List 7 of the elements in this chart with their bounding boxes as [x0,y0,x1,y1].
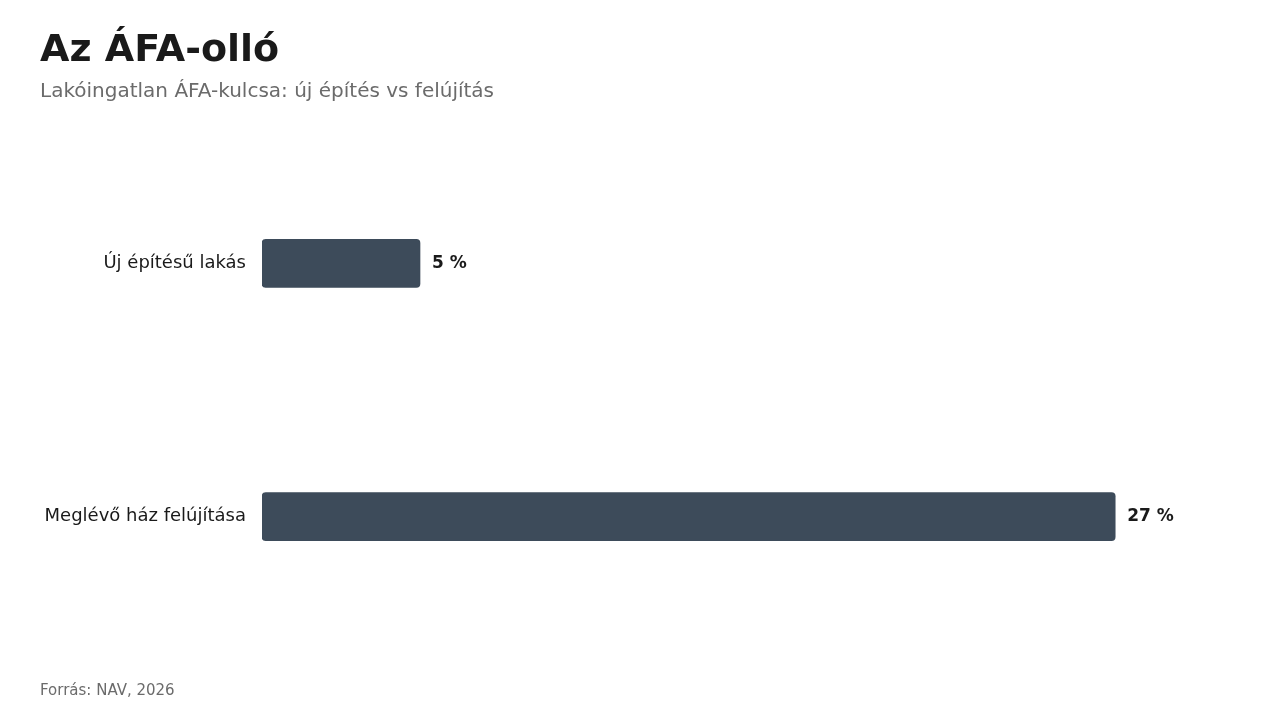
chart-title: Az ÁFA-olló [40,26,280,70]
y-tick-label: Új építésű lakás [103,251,246,273]
text: Forrás: NAV, 2026 [40,681,175,699]
data-label: 27 % [1127,505,1174,526]
chart-subtitle: Lakóingatlan ÁFA-kulcsa: új építés vs felújítás [40,78,495,102]
data-label: 5 % [432,251,467,272]
y-tick-label: Meglévő ház felújítása [44,504,246,526]
